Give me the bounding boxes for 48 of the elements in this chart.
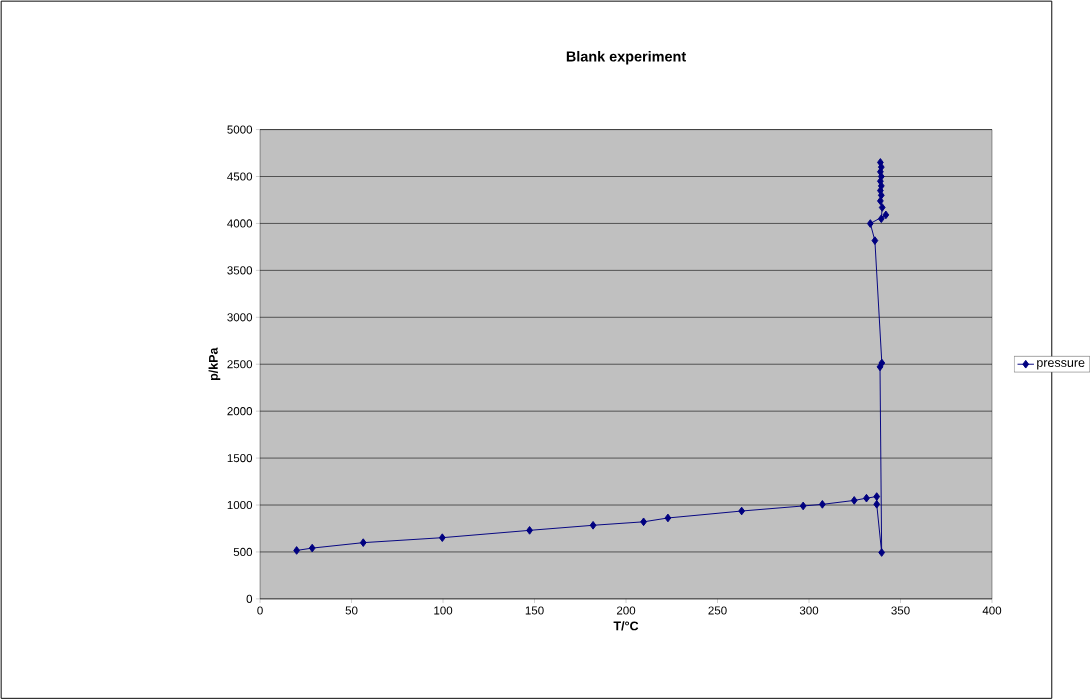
point xyxy=(438,533,446,543)
y-tick-label: 1500 xyxy=(227,454,253,463)
point xyxy=(850,496,858,505)
point xyxy=(308,544,316,553)
point xyxy=(878,203,886,213)
x-tick-label: 300 xyxy=(799,606,819,615)
point xyxy=(877,214,885,224)
chart-title: Blank experiment xyxy=(566,51,686,65)
point xyxy=(664,513,672,523)
x-tick-label: 150 xyxy=(525,606,544,615)
point xyxy=(738,506,746,516)
point xyxy=(877,196,884,206)
x-tick-label: 350 xyxy=(891,606,910,615)
x-tick-label: 50 xyxy=(345,606,358,615)
point xyxy=(878,358,886,368)
y-tick-label: 5000 xyxy=(227,125,253,134)
y-tick-label: 2500 xyxy=(227,360,253,369)
point xyxy=(871,236,879,246)
x-tick-label: 0 xyxy=(257,606,263,615)
point xyxy=(877,158,884,167)
point xyxy=(819,500,826,509)
y-tick-label: 0 xyxy=(246,595,253,604)
x-axis-title: T/°C xyxy=(613,621,639,631)
point xyxy=(359,538,367,548)
point xyxy=(293,546,300,556)
point xyxy=(526,526,533,535)
point xyxy=(863,494,870,503)
y-tick-label: 3500 xyxy=(227,266,253,275)
y-tick-label: 500 xyxy=(233,548,253,557)
point xyxy=(873,492,881,502)
point xyxy=(640,517,647,527)
y-tick-label: 2000 xyxy=(227,407,253,416)
x-tick-label: 200 xyxy=(616,606,636,615)
y-tick-label: 4000 xyxy=(227,219,253,228)
point xyxy=(878,548,886,558)
point xyxy=(866,219,874,229)
y-axis-title: p/kPa xyxy=(208,347,221,381)
legend-label: pressure xyxy=(1037,360,1085,370)
y-tick-label: 4500 xyxy=(227,172,253,181)
x-tick-label: 250 xyxy=(708,606,727,615)
point xyxy=(589,521,597,530)
point xyxy=(873,500,881,509)
y-tick-label: 3000 xyxy=(227,313,253,322)
x-tick-label: 400 xyxy=(982,606,1002,615)
x-tick-label: 100 xyxy=(434,606,453,615)
y-tick-label: 1000 xyxy=(227,501,253,510)
point xyxy=(799,501,807,511)
point xyxy=(882,210,890,220)
